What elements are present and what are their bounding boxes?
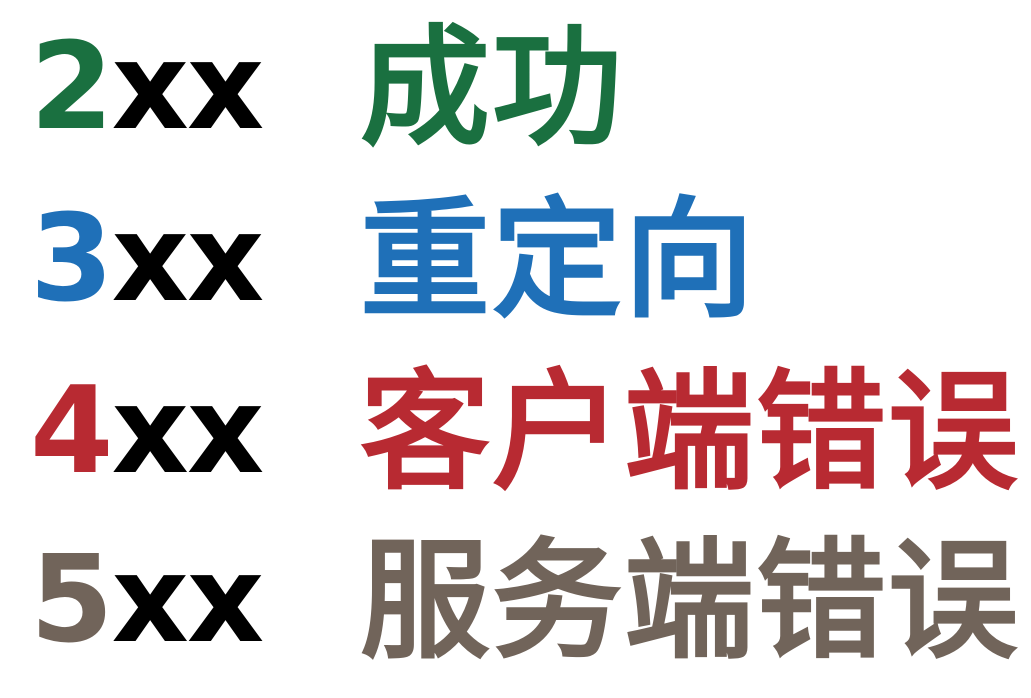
status-label-redirect: 重定向: [360, 184, 757, 336]
status-code-4xx: 4xx: [30, 372, 264, 492]
status-code-suffix: xx: [111, 190, 265, 329]
status-code-digit: 5: [30, 531, 113, 670]
status-code-2xx: 2xx: [30, 28, 264, 148]
status-label-server-error: 服务端错误: [360, 525, 1021, 677]
status-code-digit: 3: [30, 190, 113, 329]
status-code-suffix: xx: [111, 18, 265, 157]
status-code-3xx: 3xx: [30, 200, 264, 320]
status-code-digit: 2: [30, 18, 113, 157]
status-code-5xx: 5xx: [30, 541, 264, 661]
status-code-suffix: xx: [111, 362, 265, 501]
status-code-suffix: xx: [111, 531, 265, 670]
status-label-client-error: 客户端错误: [360, 356, 1021, 508]
status-label-success: 成功: [360, 12, 625, 164]
status-code-digit: 4: [30, 362, 113, 501]
